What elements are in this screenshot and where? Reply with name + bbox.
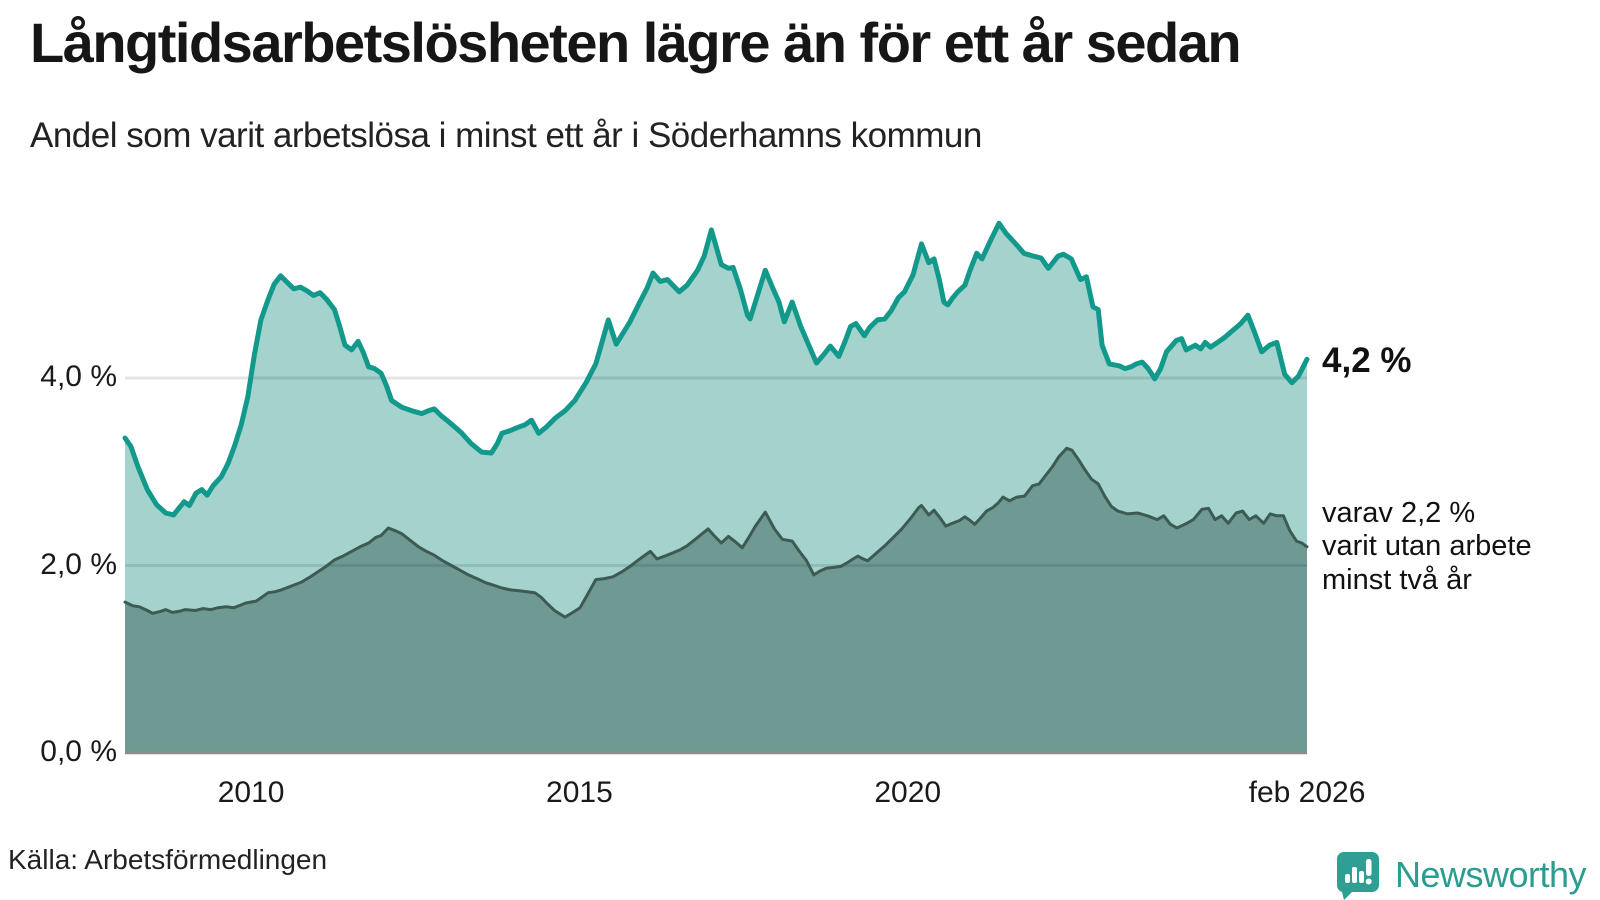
page-title: Långtidsarbetslösheten lägre än för ett …: [30, 11, 1242, 74]
x-axis-tick-label: 2010: [217, 776, 285, 809]
y-axis-tick-label: 2,0 %: [40, 547, 117, 581]
x-axis-tick-label: 2015: [546, 776, 613, 809]
annotation-line: varav 2,2 %: [1322, 497, 1476, 529]
line-one-year: [122, 220, 1310, 518]
line-two-year: [123, 446, 1309, 619]
chart-subtitle: Andel som varit arbetslösa i minst ett å…: [30, 116, 982, 155]
brand-wordmark: Newsworthy: [1394, 854, 1587, 895]
two-year-annotation: varav 2,2 % varit utan arbete minst två …: [1322, 497, 1532, 597]
x-axis-tick-label: feb 2026: [1248, 776, 1366, 809]
newsworthy-speech-bubble-bar-chart-icon: [1336, 852, 1379, 900]
annotation-line: minst två år: [1322, 563, 1472, 596]
x-axis-tick-label: 2020: [874, 776, 942, 809]
area-two-year: [125, 448, 1307, 753]
y-axis-tick-label: 4,0 %: [40, 360, 117, 393]
brand-logo: Newsworthy: [1335, 850, 1587, 900]
source-credit: Källa: Arbetsförmedlingen: [8, 844, 328, 875]
y-axis-tick-label: 0,0 %: [40, 735, 117, 768]
annotation-line: varit utan arbete: [1322, 530, 1532, 563]
latest-value-label: 4,2 %: [1322, 341, 1412, 380]
